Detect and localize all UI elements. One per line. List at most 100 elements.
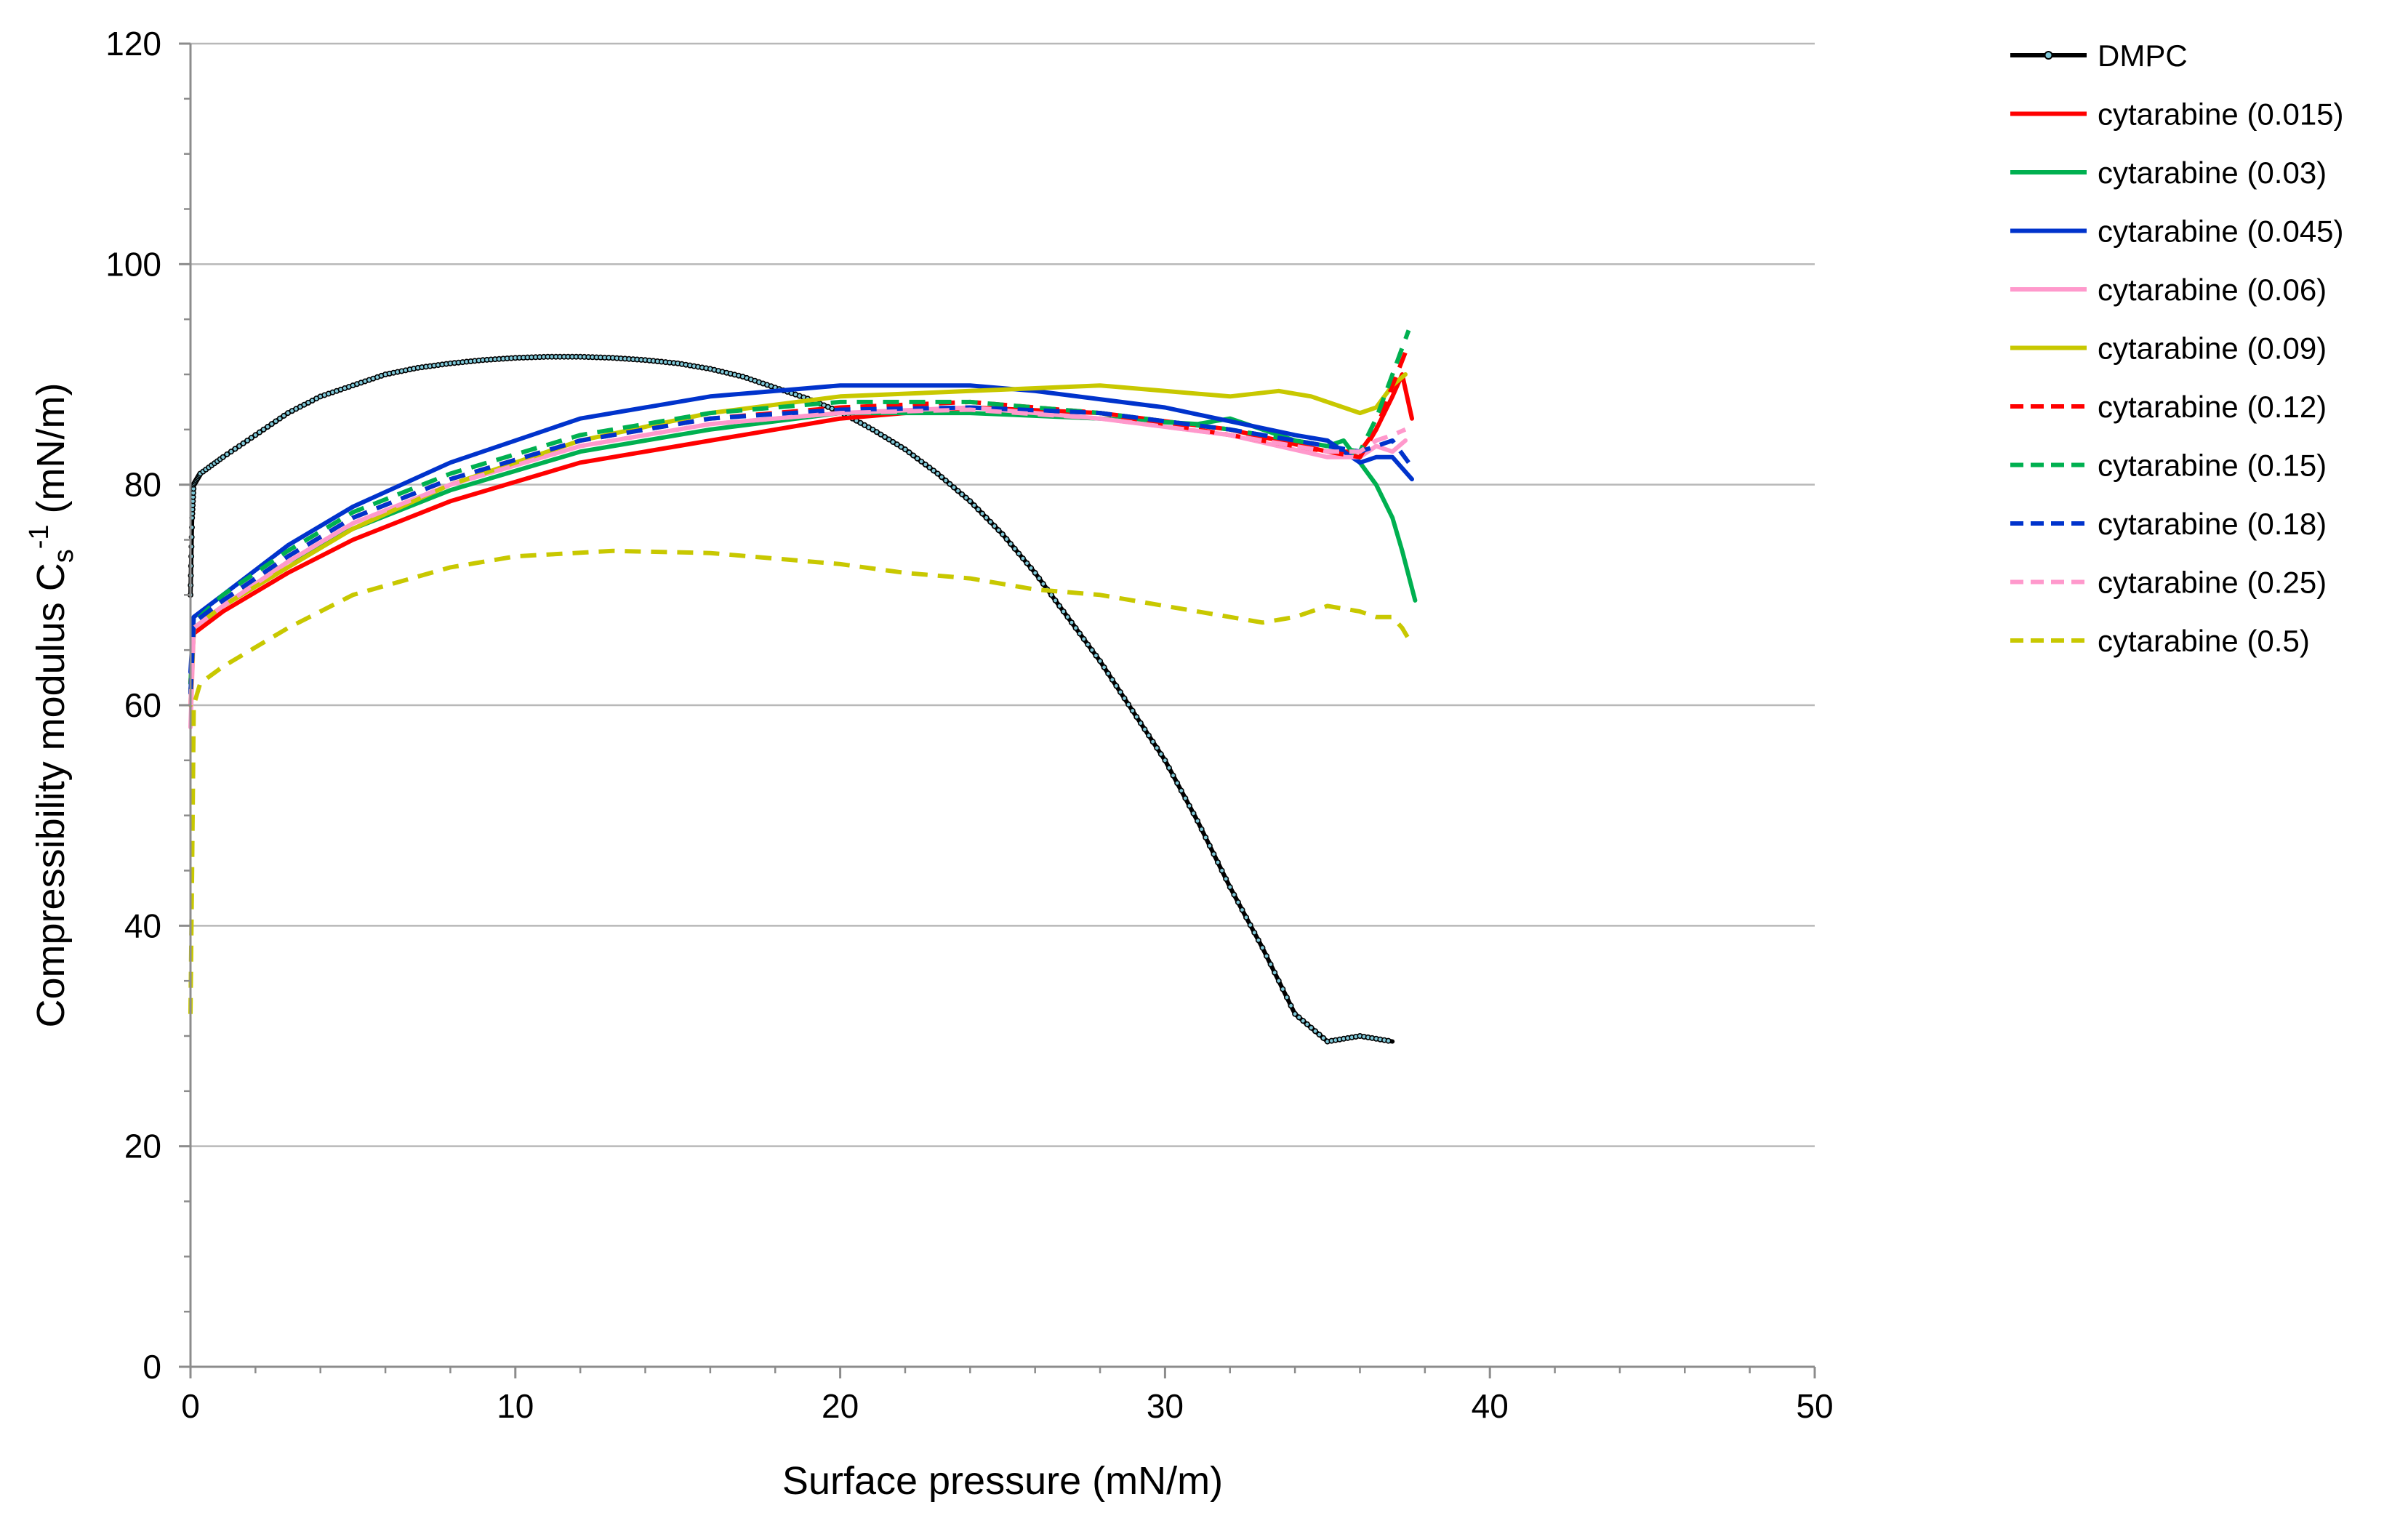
- series-marker: [1137, 720, 1144, 726]
- legend-label-5: cytarabine (0.06): [2098, 273, 2327, 307]
- series-marker: [1235, 899, 1241, 906]
- series-marker: [1195, 818, 1201, 824]
- series-marker: [1040, 581, 1046, 587]
- series-marker: [1093, 652, 1099, 659]
- series-11: [188, 548, 1414, 1014]
- series-lines: [187, 329, 1418, 1045]
- series-marker: [1385, 1037, 1392, 1044]
- series-marker: [1308, 1024, 1315, 1031]
- y-tick-label-100: 100: [105, 245, 161, 283]
- series-marker: [1019, 555, 1026, 562]
- series-marker: [1000, 531, 1006, 537]
- series-marker: [1264, 953, 1270, 960]
- series-marker: [902, 446, 908, 453]
- legend-label-1: DMPC: [2098, 39, 2188, 73]
- axes: [179, 42, 1816, 1378]
- series-marker: [240, 440, 246, 446]
- series-marker: [232, 446, 238, 452]
- series-marker: [942, 477, 949, 483]
- series-marker: [1117, 688, 1123, 695]
- series-marker: [281, 412, 287, 419]
- series-marker: [979, 510, 986, 517]
- series-marker: [1190, 810, 1197, 816]
- series-marker: [882, 434, 888, 441]
- series-marker: [995, 527, 1002, 534]
- series-marker: [1141, 726, 1148, 733]
- series-marker: [1048, 592, 1055, 598]
- series-marker: [947, 481, 953, 487]
- series-line-3: [188, 411, 1418, 686]
- series-line-5: [188, 405, 1408, 730]
- y-axis-title-superscript: -1: [24, 524, 55, 549]
- series-marker: [1255, 937, 1261, 944]
- x-tick-label-40: 40: [1472, 1387, 1509, 1425]
- series-marker: [1247, 922, 1253, 928]
- series-marker: [1283, 994, 1290, 1000]
- series-marker: [1024, 560, 1030, 566]
- series-marker: [265, 424, 271, 430]
- series-marker: [898, 443, 904, 450]
- y-tick-label-20: 20: [124, 1128, 161, 1165]
- series-marker: [922, 461, 928, 467]
- series-marker: [934, 470, 941, 477]
- series-marker: [1219, 867, 1225, 874]
- series-6: [188, 372, 1408, 707]
- series-marker: [1203, 835, 1209, 841]
- series-marker: [1125, 702, 1132, 708]
- x-tick-label-0: 0: [181, 1387, 200, 1425]
- series-marker: [1239, 907, 1245, 913]
- series-marker: [1072, 625, 1079, 631]
- series-marker: [224, 451, 230, 457]
- legend-label-11: cytarabine (0.5): [2098, 624, 2310, 658]
- series-marker: [1056, 603, 1063, 609]
- series-marker: [1109, 676, 1115, 683]
- series-9: [188, 405, 1410, 694]
- series-marker: [1165, 765, 1172, 771]
- y-axis-title: Compressibility modulus Cs-1 (mN/m): [24, 383, 79, 1028]
- series-3: [188, 411, 1418, 686]
- series-marker: [228, 449, 234, 455]
- series-marker: [906, 449, 912, 456]
- series-line-1: [188, 354, 1395, 1044]
- series-marker: [252, 432, 259, 438]
- series-marker: [1292, 1011, 1299, 1017]
- y-tick-label-80: 80: [124, 466, 161, 504]
- y-tick-label-40: 40: [124, 907, 161, 944]
- legend-label-2: cytarabine (0.015): [2098, 97, 2344, 132]
- series-marker: [1016, 550, 1022, 557]
- series-marker: [268, 421, 275, 427]
- series-marker: [1077, 630, 1083, 637]
- x-tick-label-50: 50: [1796, 1387, 1833, 1425]
- series-marker: [1064, 614, 1071, 620]
- series-marker: [950, 484, 957, 491]
- series-line-9: [188, 405, 1410, 694]
- series-marker: [1296, 1014, 1302, 1021]
- series-marker: [955, 488, 961, 494]
- series-10: [188, 407, 1407, 706]
- series-marker: [1028, 565, 1035, 571]
- series-marker: [1206, 843, 1213, 849]
- series-marker: [983, 515, 990, 521]
- series-marker: [1133, 714, 1140, 720]
- series-marker: [248, 435, 254, 441]
- legend-label-3: cytarabine (0.03): [2098, 156, 2327, 190]
- legend-marker: [2044, 51, 2053, 60]
- x-tick-label-30: 30: [1147, 1387, 1184, 1425]
- series-marker: [1304, 1021, 1310, 1027]
- series-marker: [1036, 575, 1043, 582]
- series-marker: [1149, 739, 1156, 745]
- y-tick-label-60: 60: [124, 686, 161, 724]
- y-axis-title-unit: (mN/m): [29, 383, 73, 525]
- series-marker: [1223, 875, 1229, 882]
- series-marker: [1316, 1032, 1323, 1038]
- series-marker: [1174, 780, 1181, 787]
- series-marker: [939, 474, 945, 481]
- series-line-6: [188, 372, 1408, 707]
- legend-label-8: cytarabine (0.15): [2098, 449, 2327, 483]
- series-marker: [260, 426, 267, 433]
- x-axis-title: Surface pressure (mN/m): [782, 1459, 1223, 1503]
- series-marker: [1267, 961, 1274, 968]
- series-marker: [975, 506, 982, 513]
- series-5: [188, 405, 1408, 730]
